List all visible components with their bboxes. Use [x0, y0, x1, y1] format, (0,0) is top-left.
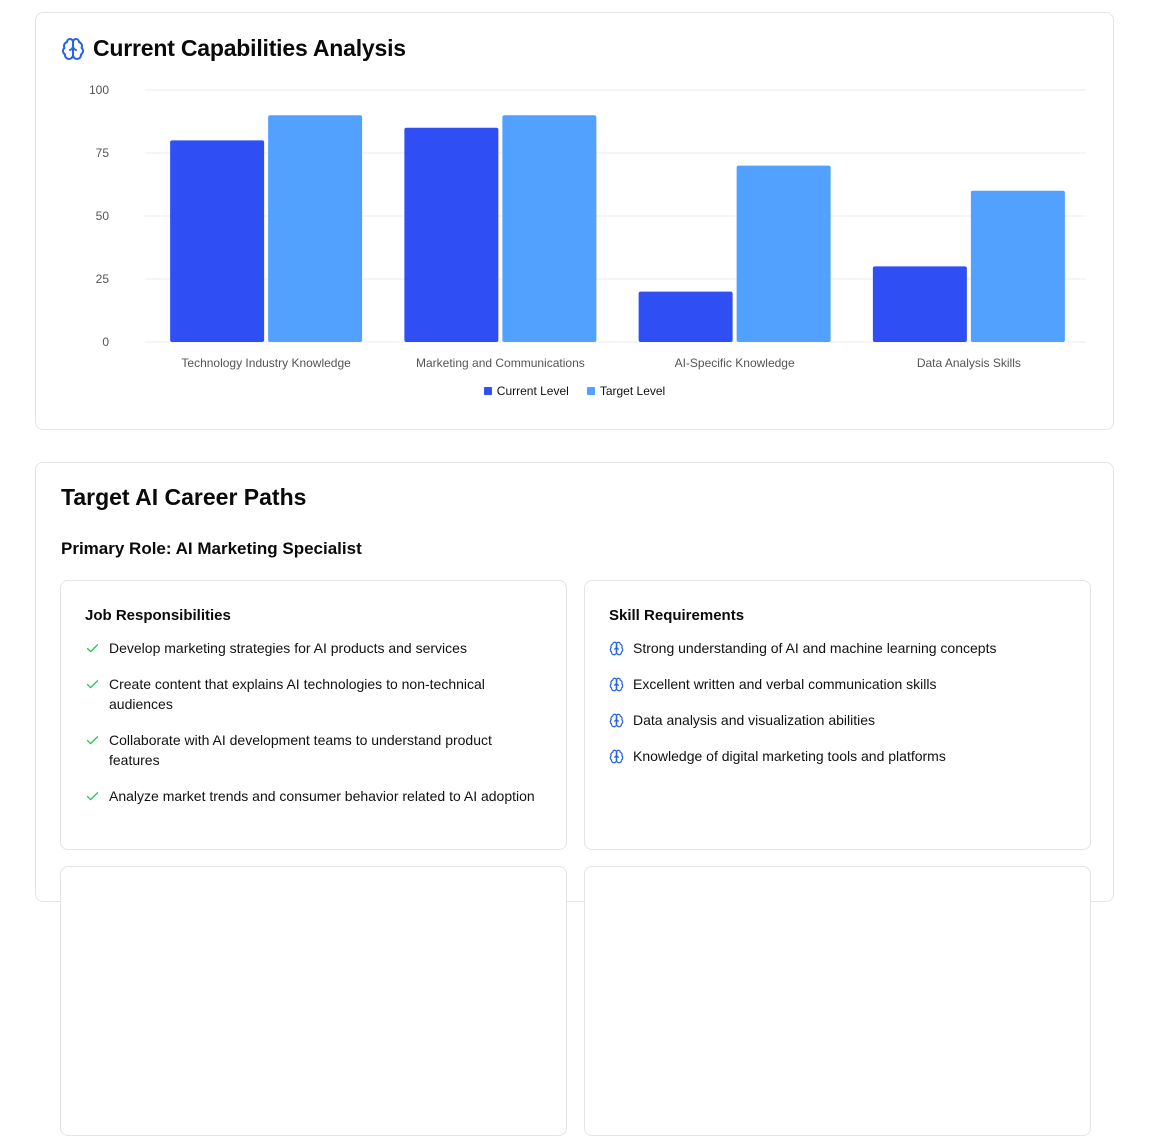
list-item-text: Create content that explains AI technolo…	[109, 676, 485, 712]
brain-icon	[609, 710, 624, 730]
legend-item-current[interactable]: Current Level	[483, 384, 569, 398]
list-item: Collaborate with AI development teams to…	[85, 730, 546, 770]
brain-icon	[609, 638, 624, 658]
bar-current-0[interactable]	[170, 140, 265, 342]
legend-swatch	[586, 387, 595, 395]
list-item: Develop marketing strategies for AI prod…	[85, 638, 546, 658]
list-item: Create content that explains AI technolo…	[85, 674, 546, 714]
next-card-left	[60, 866, 567, 1136]
brain-icon	[61, 37, 85, 61]
list-item-text: Excellent written and verbal communicati…	[633, 676, 937, 692]
list-item-text: Collaborate with AI development teams to…	[109, 732, 492, 768]
job-responsibilities-card: Job Responsibilities Develop marketing s…	[60, 580, 567, 850]
list-item: Data analysis and visualization abilitie…	[609, 710, 1070, 730]
list-item: Strong understanding of AI and machine l…	[609, 638, 1070, 658]
capabilities-title: Current Capabilities Analysis	[61, 35, 406, 62]
legend-swatch	[483, 387, 492, 395]
check-icon	[85, 674, 100, 694]
list-item-text: Knowledge of digital marketing tools and…	[633, 748, 946, 764]
y-tick-label: 100	[89, 83, 109, 97]
job-responsibilities-title: Job Responsibilities	[85, 607, 231, 624]
legend-label: Target Level	[599, 384, 666, 398]
y-tick-label: 75	[96, 146, 110, 160]
brain-icon	[609, 746, 624, 766]
brain-icon	[609, 674, 624, 694]
x-tick-label: Data Analysis Skills	[917, 356, 1021, 370]
bar-target-2[interactable]	[736, 165, 831, 342]
list-item-text: Analyze market trends and consumer behav…	[109, 788, 535, 804]
check-icon	[85, 730, 100, 750]
y-tick-label: 0	[102, 335, 109, 349]
capabilities-title-text: Current Capabilities Analysis	[93, 35, 406, 61]
bar-target-1[interactable]	[502, 115, 597, 342]
x-tick-label: Technology Industry Knowledge	[181, 356, 351, 370]
list-item: Knowledge of digital marketing tools and…	[609, 746, 1070, 766]
career-paths-title: Target AI Career Paths	[61, 484, 307, 510]
bar-target-3[interactable]	[970, 190, 1065, 342]
bar-target-0[interactable]	[268, 115, 363, 342]
next-card-right	[584, 866, 1091, 1136]
x-tick-label: AI-Specific Knowledge	[675, 356, 795, 370]
legend-label: Current Level	[496, 384, 569, 398]
x-tick-label: Marketing and Communications	[416, 356, 585, 370]
list-item-text: Data analysis and visualization abilitie…	[633, 712, 876, 728]
career-paths-card: Target AI Career Paths Primary Role: AI …	[35, 462, 1114, 1136]
job-responsibilities-list: Develop marketing strategies for AI prod…	[85, 638, 546, 822]
capabilities-card: Current Capabilities Analysis 0 25 50 75 100…	[35, 12, 1114, 430]
list-item: Analyze market trends and consumer behav…	[85, 786, 546, 806]
bar-current-3[interactable]	[872, 266, 967, 342]
skill-requirements-title: Skill Requirements	[609, 607, 745, 624]
primary-role-title: Primary Role: AI Marketing Specialist	[61, 539, 362, 558]
chart-legend: Current Level Target Level	[36, 384, 1113, 398]
check-icon	[85, 786, 100, 806]
list-item: Excellent written and verbal communicati…	[609, 674, 1070, 694]
list-item-text: Develop marketing strategies for AI prod…	[109, 640, 467, 656]
y-tick-label: 50	[96, 209, 110, 223]
check-icon	[85, 638, 100, 658]
skill-requirements-list: Strong understanding of AI and machine l…	[609, 638, 1070, 782]
skill-requirements-card: Skill Requirements Strong understanding …	[584, 580, 1091, 850]
bar-current-2[interactable]	[638, 291, 733, 342]
capabilities-bar-chart: 0 25 50 75 100 Technology Industry Knowledge M…	[89, 83, 1086, 370]
y-tick-label: 25	[96, 272, 110, 286]
bar-current-1[interactable]	[404, 127, 499, 342]
list-item-text: Strong understanding of AI and machine l…	[633, 640, 997, 656]
legend-item-target[interactable]: Target Level	[586, 384, 666, 398]
